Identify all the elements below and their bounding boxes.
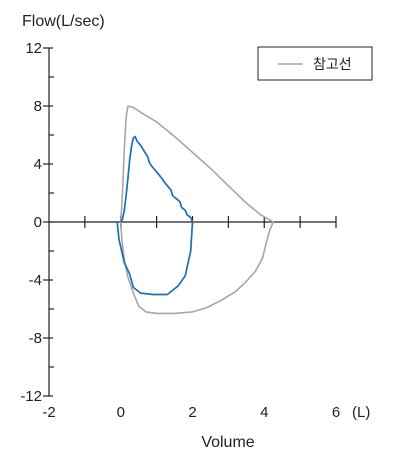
x-axis-unit: (L)	[352, 404, 370, 421]
legend: 참고선	[257, 46, 373, 81]
y-axis-title: Flow(L/sec)	[22, 13, 105, 30]
x-tick-label: 4	[260, 404, 268, 421]
y-tick-label: 4	[34, 156, 42, 173]
y-tick-label: 0	[34, 214, 42, 231]
y-tick-label: -8	[29, 330, 42, 347]
series-line-measured	[116, 135, 194, 296]
y-tick-label: 8	[34, 98, 42, 115]
x-tick-label: 2	[188, 404, 196, 421]
x-tick-label: -2	[42, 404, 55, 421]
x-axis-title: Volume	[201, 434, 254, 451]
y-tick-label: -4	[29, 272, 42, 289]
y-ticks: 12 8 4 0 -4 -8 -12	[20, 40, 54, 405]
x-tick-label: 6	[332, 404, 340, 421]
axes: 12 8 4 0 -4 -8 -12 -2 0 2 4 6	[20, 40, 340, 421]
series-line-reference	[120, 105, 275, 315]
x-tick-label: 0	[117, 404, 125, 421]
y-tick-label: -12	[20, 388, 42, 405]
legend-box	[257, 46, 373, 81]
series-layer	[116, 105, 275, 315]
legend-label-reference: 참고선	[313, 57, 352, 73]
y-tick-label: 12	[25, 40, 42, 57]
